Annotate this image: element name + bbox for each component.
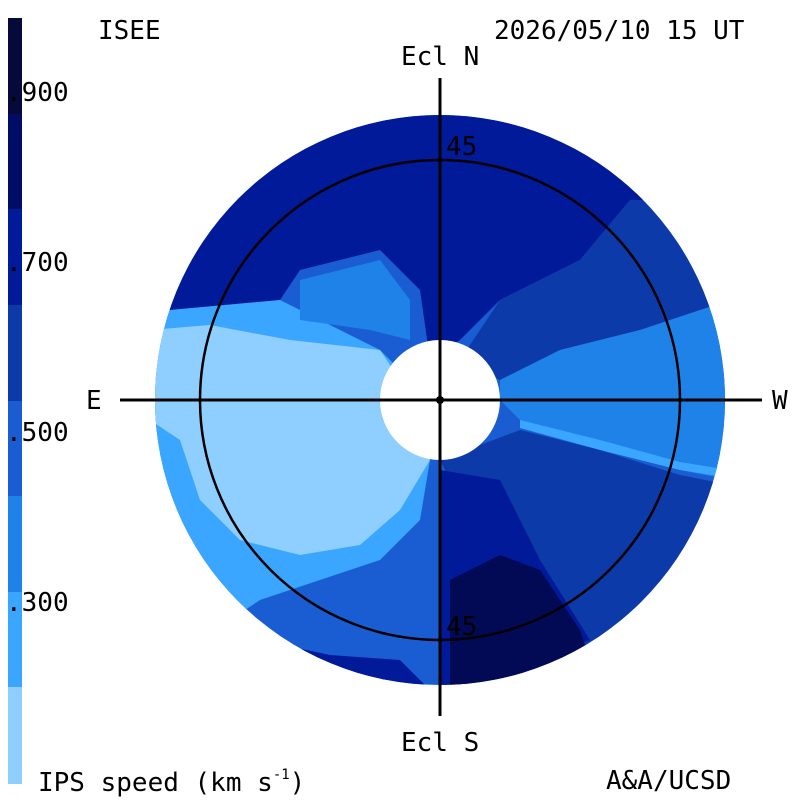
colorbar-segment xyxy=(8,687,22,784)
unit-exponent: -1 xyxy=(272,767,290,783)
colorbar-tick-500: .500 xyxy=(6,418,69,448)
west-label: W xyxy=(772,386,788,416)
region-west-streak xyxy=(520,420,725,478)
colorbar-tick-300: .300 xyxy=(6,588,69,618)
ecliptic-south-label: Ecl S xyxy=(401,728,480,758)
east-label: E xyxy=(86,386,102,416)
circle-label-top: 45 xyxy=(446,132,478,162)
source-label: ISEE xyxy=(98,16,161,46)
center-dot xyxy=(436,396,444,404)
colorbar-segment xyxy=(8,113,22,211)
region-south-darkest xyxy=(450,555,600,685)
region-northwest xyxy=(460,200,725,380)
colorbar-segment xyxy=(8,209,22,306)
credit-label: A&A/UCSD xyxy=(606,766,732,796)
colorbar-segment xyxy=(8,591,22,689)
colorbar-segment xyxy=(8,400,22,498)
colorbar-tick-900: .900 xyxy=(6,78,69,108)
colorbar-tick-700: .700 xyxy=(6,248,69,278)
datetime-label: 2026/05/10 15 UT xyxy=(494,16,745,46)
speed-colorbar xyxy=(8,18,22,784)
colorbar-segment xyxy=(8,304,22,402)
region-north-blob xyxy=(300,260,410,340)
colorbar-segment xyxy=(8,496,22,593)
quantity-label: IPS speed (km s-1) xyxy=(38,767,306,798)
ecliptic-north-label: Ecl N xyxy=(401,42,480,72)
colorbar-segment xyxy=(8,18,22,115)
circle-label-bottom: 45 xyxy=(446,612,478,642)
